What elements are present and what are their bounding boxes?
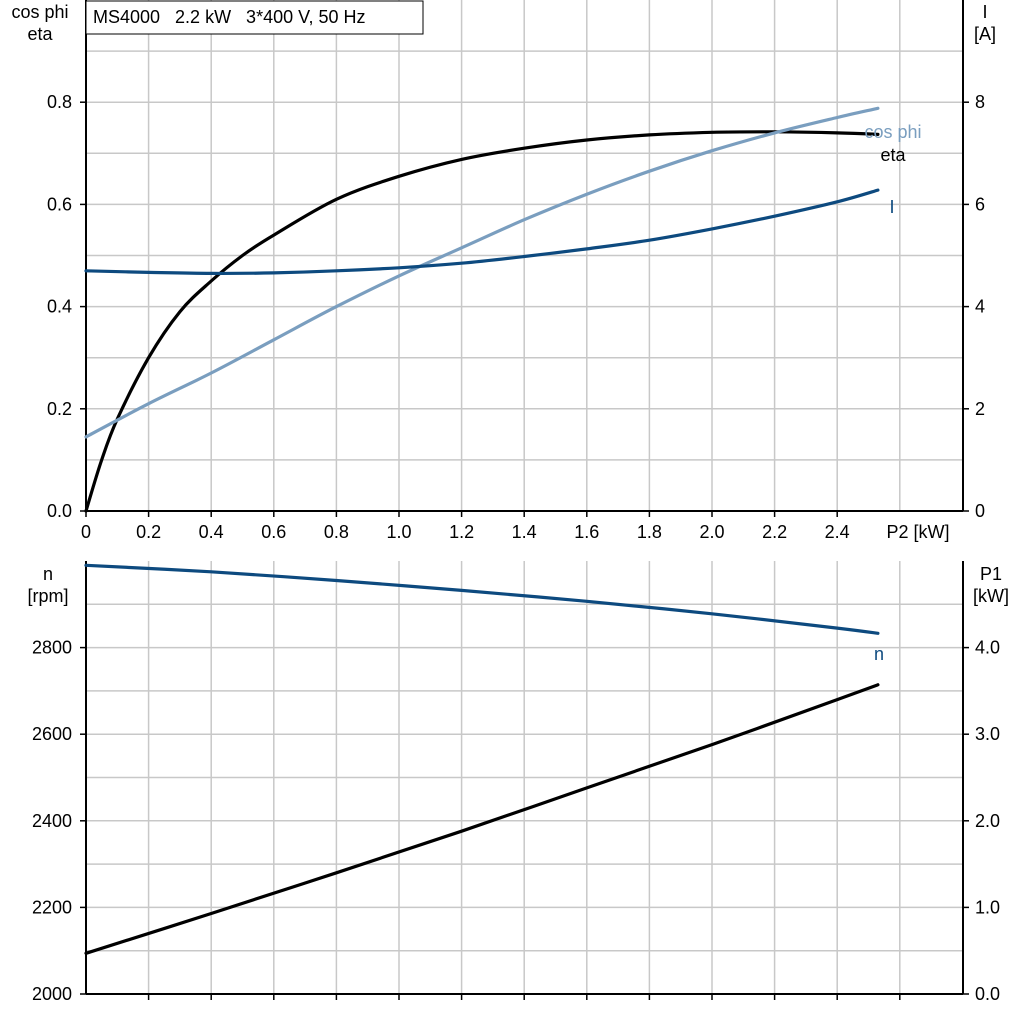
right-tick-label: 4 [975, 297, 985, 317]
right-tick-label: 8 [975, 92, 985, 112]
right-axis-label: I [982, 2, 987, 22]
right-axis-label: [kW] [973, 586, 1009, 606]
right-tick-label: 4.0 [975, 638, 1000, 658]
right-tick-label: 2.0 [975, 811, 1000, 831]
series-line-cos-phi [84, 106, 880, 439]
left-tick-label: 2400 [32, 811, 72, 831]
left-tick-label: 0.2 [47, 399, 72, 419]
left-axis-label: eta [27, 24, 53, 44]
x-tick-label: 1.4 [512, 522, 537, 542]
left-axis-label: [rpm] [27, 586, 68, 606]
x-tick-label: 1.6 [574, 522, 599, 542]
chart-title-box: MS4000 2.2 kW 3*400 V, 50 Hz [85, 0, 424, 35]
left-tick-label: 0.8 [47, 92, 72, 112]
x-tick-label: 0.4 [199, 522, 224, 542]
x-tick-label: 0.6 [261, 522, 286, 542]
series-label-eta: eta [880, 145, 906, 165]
right-tick-label: 1.0 [975, 897, 1000, 917]
left-tick-label: 2800 [32, 638, 72, 658]
chart-title: MS4000 2.2 kW 3*400 V, 50 Hz [93, 7, 366, 27]
series-line-I [84, 188, 880, 276]
right-tick-label: 2 [975, 399, 985, 419]
left-tick-label: 0.6 [47, 194, 72, 214]
right-axis-label: P1 [980, 564, 1002, 584]
x-tick-label: 1.0 [386, 522, 411, 542]
x-tick-label: 1.2 [449, 522, 474, 542]
left-tick-label: 2000 [32, 984, 72, 1004]
x-tick-label: 2.2 [762, 522, 787, 542]
series-line-P1 [84, 683, 880, 955]
x-tick-label: 1.8 [637, 522, 662, 542]
left-tick-label: 0.0 [47, 501, 72, 521]
series-line-n [84, 563, 880, 635]
right-tick-label: 0.0 [975, 984, 1000, 1004]
x-axis-label: P2 [kW] [886, 522, 949, 542]
left-axis-label: n [43, 564, 53, 584]
right-axis-label: [A] [974, 24, 996, 44]
left-tick-label: 2200 [32, 897, 72, 917]
left-tick-label: 0.4 [47, 297, 72, 317]
x-tick-label: 0.2 [136, 522, 161, 542]
series-label-cos-phi: cos phi [864, 122, 921, 142]
right-tick-label: 0 [975, 501, 985, 521]
efficiency-current-panel: 0.0 0.2 0.4 0.6 0.8 0 2 4 6 8 0 0.2 0.4 0.6 0.8 1.0 1.2 1… [11, 0, 996, 542]
series-label-n: n [874, 644, 884, 664]
right-tick-label: 6 [975, 194, 985, 214]
left-axis-label: cos phi [11, 2, 68, 22]
left-tick-label: 2600 [32, 724, 72, 744]
series-line-eta [84, 130, 880, 513]
right-tick-label: 3.0 [975, 724, 1000, 744]
x-tick-label: 2.0 [699, 522, 724, 542]
speed-power-panel: 200022002400260028000.01.02.03.04.0n[rpm… [27, 561, 1009, 1004]
x-tick-label: 2.4 [825, 522, 850, 542]
x-tick-label: 0.8 [324, 522, 349, 542]
x-tick-label: 0 [81, 522, 91, 542]
series-label-I: I [889, 197, 894, 217]
